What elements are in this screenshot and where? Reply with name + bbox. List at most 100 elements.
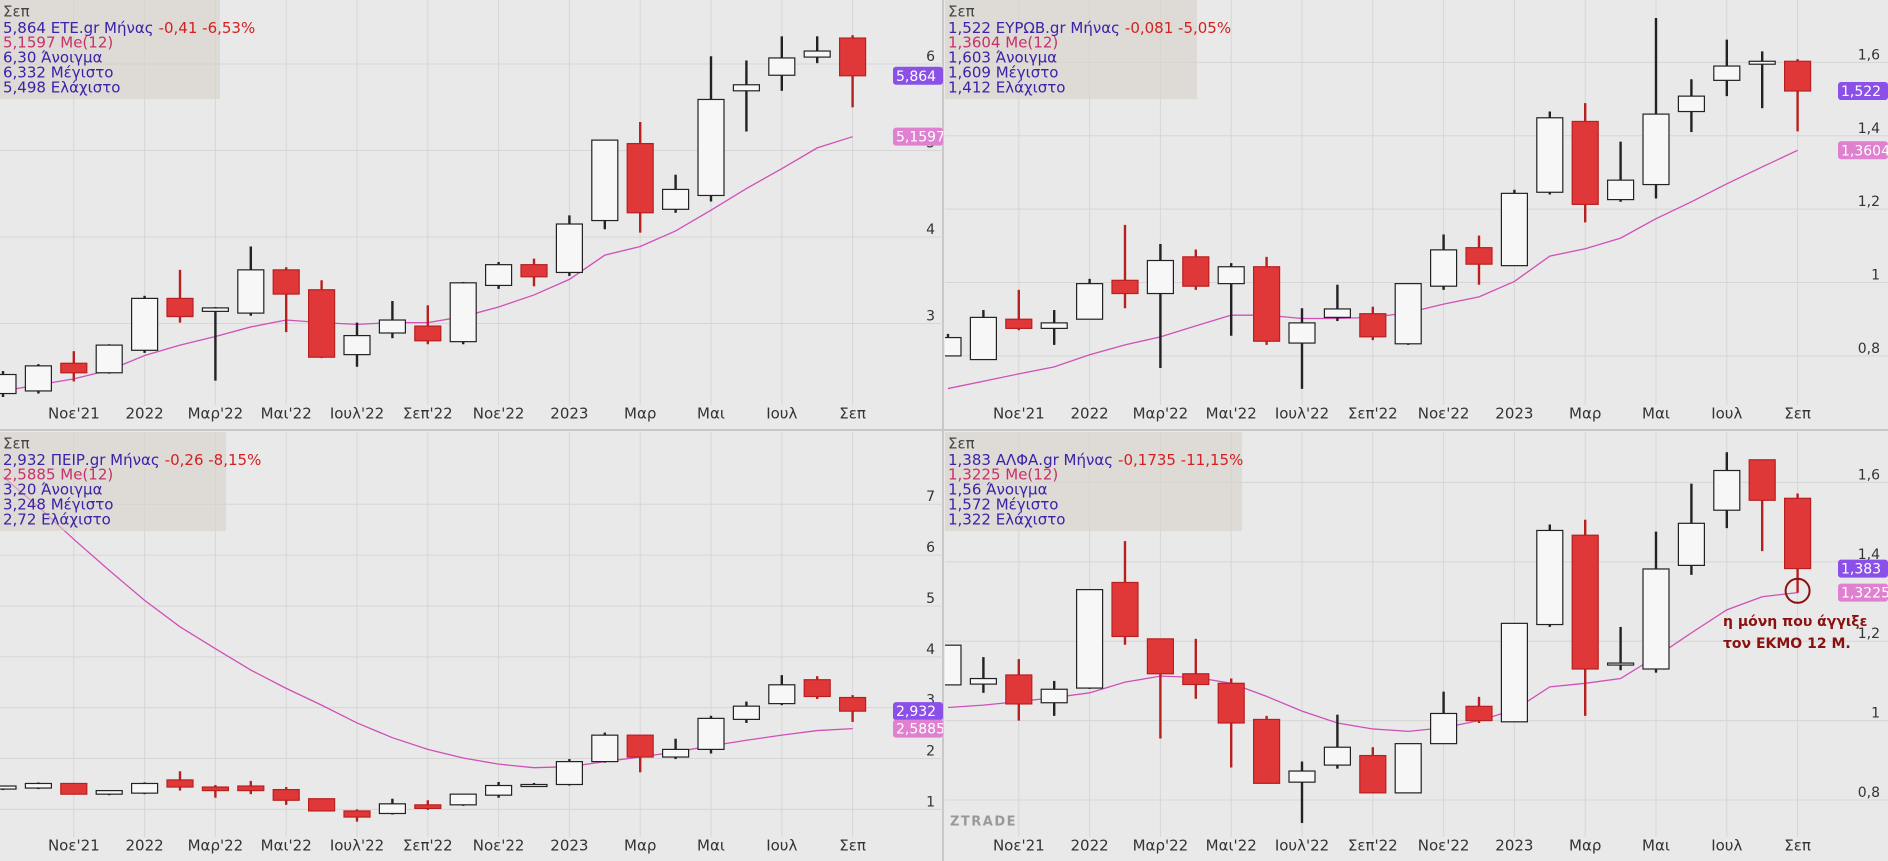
x-tick-label: Μαρ [1569,405,1601,423]
price-badge-label: 5,1597 [896,130,945,146]
candle-body [1571,120,1599,205]
candle-body [520,264,548,278]
candle-body [1500,622,1529,723]
x-tick-label: Ιουλ [766,405,797,423]
candle-body [945,644,962,686]
y-tick-label: 6 [926,540,935,556]
y-tick-label: 0,8 [1858,341,1880,357]
header-box [0,0,220,99]
x-tick-label: Νοε'22 [1418,405,1470,423]
candle-body [591,139,619,222]
x-tick-label: Μαι'22 [1206,837,1257,855]
candle-body [0,373,17,395]
y-tick-label: 6 [926,49,935,65]
header-quote: 1,522 ΕΥΡΩΒ.gr Μήνας -0,081 -5,05% [948,19,1231,37]
annotation-text: τον ΕΚΜΟ 12 Μ. [1723,636,1851,652]
x-tick-label: Μαρ'22 [1133,837,1189,855]
header-ma: 5,1597 Me(12) [3,34,113,52]
candle-body [1040,322,1068,329]
y-tick-label: 3 [926,308,935,324]
y-tick-label: 4 [926,642,935,658]
x-tick-label: Σεπ [839,405,866,423]
candle-body [768,57,796,76]
candle-body [1536,529,1564,626]
candle-body [838,37,867,77]
y-tick-label: 4 [926,222,935,238]
candle-body [1288,322,1316,344]
candle-body [272,788,300,801]
candle-body [1217,266,1245,285]
candle-body [201,786,229,792]
x-tick-label: Ιουλ [766,837,797,855]
price-badge-label: 1,3225 [1841,586,1888,602]
price-badge-label: 5,864 [896,69,936,85]
y-tick-label: 2 [926,744,935,760]
candle-body [1748,60,1776,65]
candle-body [1642,113,1670,186]
candle-body [945,336,962,357]
candle-body [414,325,442,342]
candle-body [308,289,336,358]
y-tick-label: 1 [926,794,935,810]
header-info: 1,572 Μέγιστο [948,496,1058,514]
price-badge [893,66,943,85]
annotation-text: η μόνη που άγγιξε [1723,614,1867,630]
header-ma: 1,3604 Me(12) [948,34,1058,52]
x-tick-label: Μαι [697,405,725,423]
candle-body [1076,283,1104,320]
x-tick-label: Μαι'22 [261,405,312,423]
change-text: -0,41 -6,53% [159,19,256,37]
header-info: 3,248 Μέγιστο [3,496,113,514]
candle-body [1182,256,1210,287]
candle-body [378,319,406,334]
header-period: Σεπ [948,435,975,453]
y-tick-label: 1 [1871,268,1880,284]
candle-body [1571,534,1599,670]
candle-body [1465,247,1493,265]
x-tick-label: Σεπ [1784,405,1811,423]
x-tick-label: Σεπ'22 [1348,405,1398,423]
candle-body [661,748,690,758]
candle-body [838,696,867,712]
x-tick-label: Σεπ [1784,837,1811,855]
header-info: 1,56 Άνοιγμα [948,481,1048,499]
y-tick-label: 1,4 [1858,121,1880,137]
candle-body [768,684,796,705]
y-tick-label: 1,2 [1858,194,1880,210]
candle-body [1359,754,1387,794]
header-quote: 5,864 ETE.gr Μήνας -0,41 -6,53% [3,19,255,37]
candle-body [1288,770,1316,783]
candle-body [343,810,371,818]
price-badge [893,702,943,721]
header-period: Σεπ [3,3,30,21]
candle-body [969,677,997,685]
chart-panel: Νοε'21 2022 Μαρ'22 Μαι'22 Ιουλ'22 Σεπ'22 Νοε'2… [0,432,943,855]
x-tick-label: Μαρ [624,837,656,855]
candle-body [485,264,513,287]
candle-body [343,334,371,356]
candle-body [201,307,229,312]
candle-body [237,785,265,792]
x-tick-label: Μαι'22 [261,837,312,855]
header-period: Σεπ [3,435,30,453]
price-badge [893,127,943,146]
candle-body [1642,568,1670,670]
candle-body [1713,65,1741,81]
x-tick-label: Μαι [1642,405,1670,423]
x-tick-label: 2023 [550,405,588,423]
header-info: 1,609 Μέγιστο [948,64,1058,82]
y-tick-label: 1 [1871,706,1880,722]
candle-body [1040,688,1068,704]
x-tick-label: Μαρ'22 [188,837,244,855]
y-tick-label: 5 [926,591,935,607]
candle-body [803,50,831,58]
y-tick-label: 3 [926,693,935,709]
candle-body [591,734,619,763]
x-tick-label: Μαρ'22 [1133,405,1189,423]
y-tick-label: 1,6 [1858,467,1880,483]
candle-body [626,142,654,214]
x-tick-label: Σεπ'22 [1348,837,1398,855]
candle-body [1500,192,1529,267]
candle-body [60,362,88,374]
